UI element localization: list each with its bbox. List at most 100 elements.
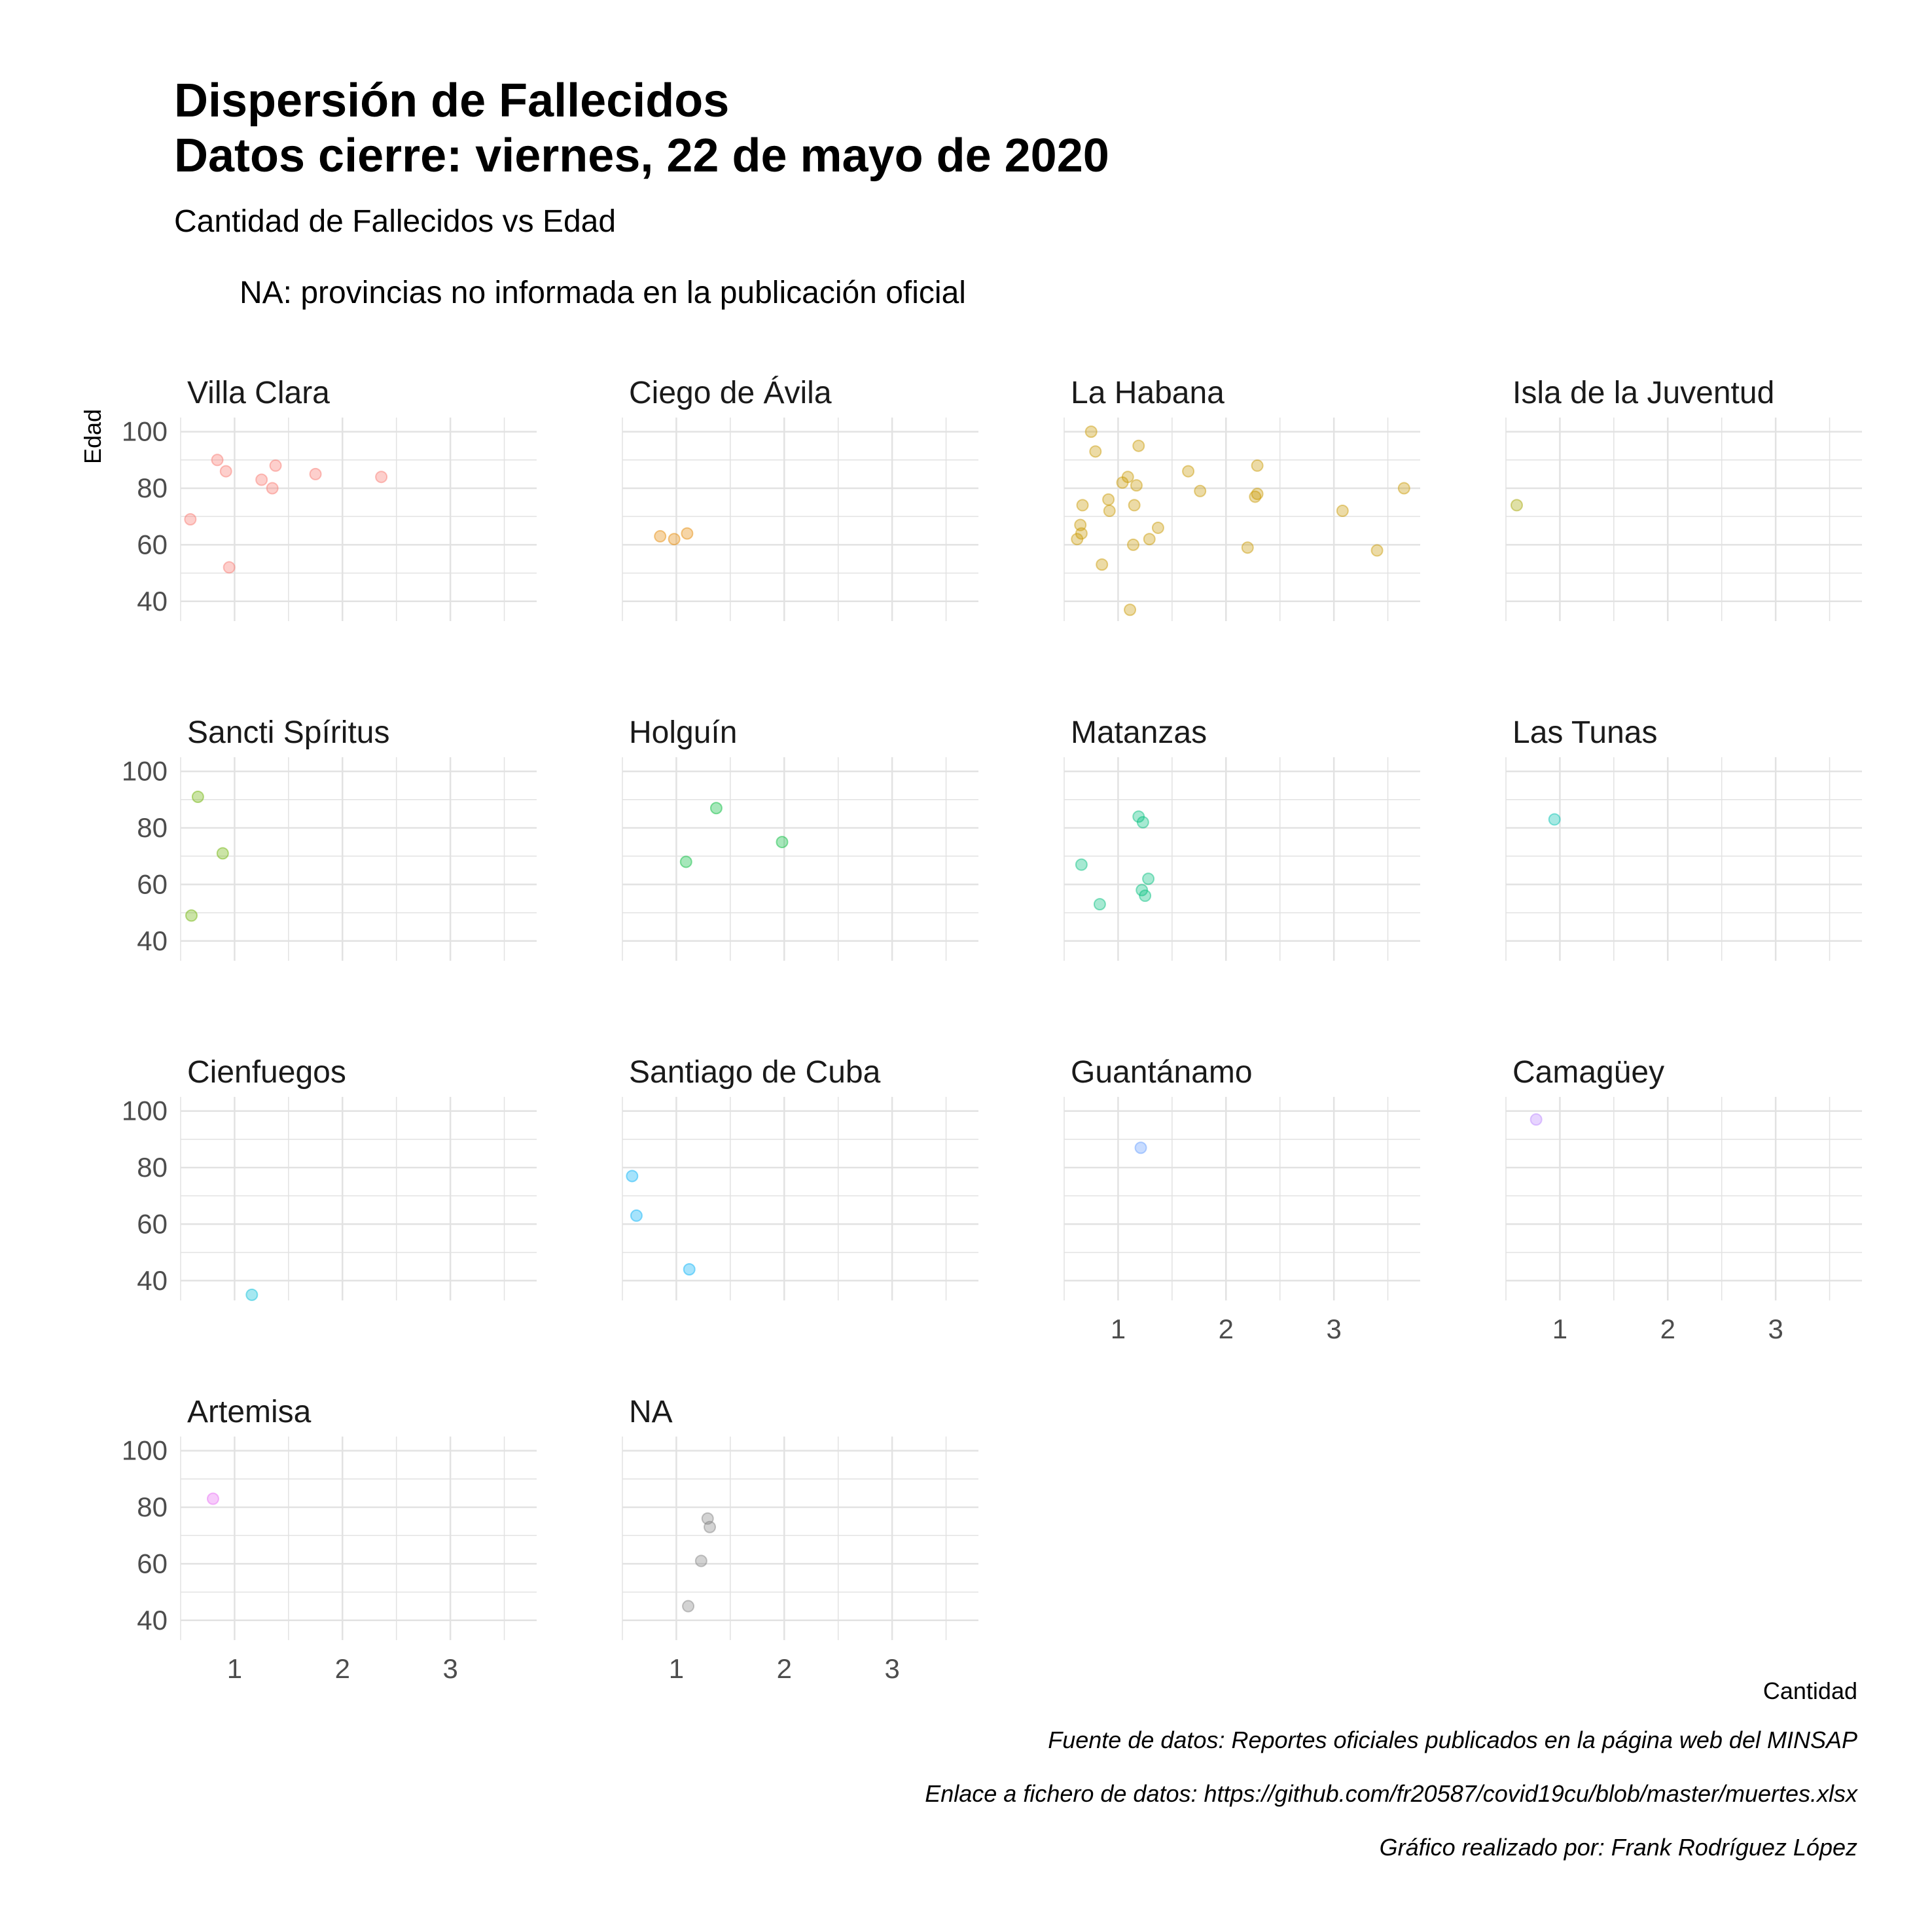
y-tick-label: 100 — [122, 756, 168, 787]
y-tick-label: 60 — [137, 1208, 168, 1239]
data-point-santiago-de-cuba — [683, 1262, 696, 1276]
data-point-la-habana — [1128, 499, 1141, 512]
x-tick-label: 3 — [442, 1653, 457, 1684]
chart-subtitle: Cantidad de Fallecidos vs Edad — [174, 204, 617, 239]
data-point-villa-clara — [223, 561, 236, 574]
data-point-ciego-de-avila — [681, 527, 694, 540]
chart-title: Dispersión de Fallecidos Datos cierre: v… — [174, 73, 1109, 183]
x-tick-label: 3 — [884, 1653, 899, 1684]
caption-source: Fuente de datos: Reportes oficiales publ… — [1048, 1726, 1857, 1753]
data-point-santiago-de-cuba — [630, 1209, 643, 1222]
y-tick-label: 80 — [137, 1492, 168, 1522]
data-point-villa-clara — [184, 513, 197, 526]
data-point-la-habana — [1336, 505, 1349, 518]
data-point-sancti-spiritus — [191, 790, 204, 803]
data-point-camaguey — [1530, 1113, 1543, 1126]
data-point-la-habana — [1397, 482, 1410, 495]
facet-label-la-habana: La Habana — [1071, 376, 1225, 410]
data-point-na — [704, 1520, 717, 1533]
y-tick-label: 100 — [122, 416, 168, 447]
data-point-artemisa — [206, 1492, 219, 1505]
data-point-sancti-spiritus — [185, 909, 198, 922]
data-point-la-habana — [1251, 488, 1264, 501]
data-point-la-habana — [1103, 505, 1116, 518]
data-point-la-habana — [1124, 603, 1137, 617]
y-tick-label: 60 — [137, 868, 168, 899]
data-point-holguin — [709, 802, 723, 815]
facet-label-villa-clara: Villa Clara — [187, 376, 330, 410]
data-point-la-habana — [1241, 541, 1254, 554]
data-point-villa-clara — [219, 465, 232, 478]
data-point-guantanamo — [1134, 1141, 1147, 1154]
data-point-la-habana — [1182, 465, 1195, 478]
data-point-la-habana — [1076, 499, 1089, 512]
x-tick-label: 1 — [1111, 1314, 1126, 1344]
data-point-matanzas — [1075, 858, 1088, 871]
x-tick-label: 1 — [227, 1653, 242, 1684]
data-point-la-habana — [1151, 521, 1164, 534]
facet-label-sancti-spiritus: Sancti Spíritus — [187, 715, 389, 750]
data-point-la-habana — [1096, 558, 1109, 571]
data-point-la-habana — [1370, 544, 1384, 557]
y-axis-title: Edad — [79, 409, 106, 464]
data-point-villa-clara — [309, 467, 322, 480]
data-point-cienfuegos — [245, 1288, 259, 1301]
data-point-la-habana — [1132, 439, 1145, 452]
y-tick-label: 100 — [122, 1096, 168, 1126]
y-tick-label: 40 — [137, 586, 168, 617]
data-point-villa-clara — [269, 459, 282, 472]
x-tick-label: 2 — [1219, 1314, 1234, 1344]
data-point-matanzas — [1136, 815, 1149, 829]
data-point-matanzas — [1142, 872, 1155, 885]
caption-author: Gráfico realizado por: Frank Rodríguez L… — [1379, 1834, 1857, 1861]
chart-title-line-1: Dispersión de Fallecidos — [174, 75, 730, 127]
facet-label-las-tunas: Las Tunas — [1512, 715, 1657, 750]
facet-label-isla-de-la-juventud: Isla de la Juventud — [1512, 376, 1774, 410]
facet-label-guantanamo: Guantánamo — [1071, 1055, 1253, 1090]
data-point-la-habana — [1127, 538, 1140, 551]
data-point-las-tunas — [1548, 813, 1561, 826]
data-point-villa-clara — [266, 482, 279, 495]
data-point-la-habana — [1130, 479, 1143, 492]
x-tick-label: 2 — [1660, 1314, 1675, 1344]
data-point-na — [694, 1554, 707, 1567]
y-tick-label: 80 — [137, 812, 168, 843]
caption-data-link: Enlace a fichero de datos: https://githu… — [925, 1780, 1857, 1807]
y-tick-label: 60 — [137, 1548, 168, 1579]
data-point-sancti-spiritus — [216, 847, 229, 860]
x-tick-label: 2 — [777, 1653, 792, 1684]
x-tick-label: 1 — [669, 1653, 684, 1684]
data-point-matanzas — [1132, 810, 1145, 823]
data-point-villa-clara — [375, 471, 388, 484]
data-point-ciego-de-avila — [654, 529, 667, 543]
y-tick-label: 80 — [137, 1152, 168, 1183]
y-tick-label: 80 — [137, 473, 168, 503]
y-tick-label: 100 — [122, 1435, 168, 1466]
y-tick-label: 60 — [137, 529, 168, 560]
data-point-holguin — [776, 836, 789, 849]
x-tick-label: 3 — [1326, 1314, 1341, 1344]
data-point-la-habana — [1116, 476, 1129, 489]
y-tick-label: 40 — [137, 925, 168, 956]
data-point-la-habana — [1074, 518, 1087, 531]
data-point-la-habana — [1143, 533, 1156, 546]
data-point-la-habana — [1084, 425, 1098, 438]
data-point-matanzas — [1139, 889, 1152, 903]
y-tick-label: 40 — [137, 1605, 168, 1636]
facet-label-camaguey: Camagüey — [1512, 1055, 1664, 1090]
facet-label-holguin: Holguín — [629, 715, 737, 750]
data-point-la-habana — [1075, 527, 1088, 540]
data-point-ciego-de-avila — [668, 533, 681, 546]
facet-label-ciego-de-avila: Ciego de Ávila — [629, 376, 832, 410]
x-tick-label: 1 — [1552, 1314, 1567, 1344]
chart-note: NA: provincias no informada en la public… — [240, 276, 966, 310]
data-point-la-habana — [1194, 484, 1207, 497]
facet-label-cienfuegos: Cienfuegos — [187, 1055, 346, 1090]
data-point-na — [701, 1512, 714, 1525]
data-point-la-habana — [1251, 459, 1264, 472]
x-tick-label: 3 — [1768, 1314, 1783, 1344]
data-point-holguin — [679, 855, 692, 868]
data-point-matanzas — [1093, 898, 1106, 911]
facet-label-santiago-de-cuba: Santiago de Cuba — [629, 1055, 881, 1090]
data-point-isla-de-la-juventud — [1510, 499, 1523, 512]
